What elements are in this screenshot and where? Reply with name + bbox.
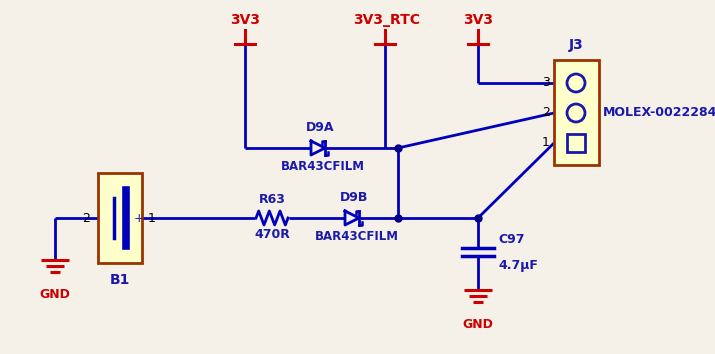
Bar [567,134,585,152]
Text: D9B: D9B [340,191,368,204]
Bar [554,60,599,165]
Text: GND: GND [39,288,71,301]
Bar [98,173,142,263]
Text: 3V3: 3V3 [353,13,383,27]
Text: MOLEX-0022284030: MOLEX-0022284030 [603,105,715,119]
Text: 3V3: 3V3 [230,13,260,27]
Text: 1: 1 [542,137,550,149]
Text: C97: C97 [498,233,525,246]
Text: 2: 2 [82,211,90,224]
Text: 3: 3 [542,76,550,90]
Text: B1: B1 [110,273,130,287]
Text: _RTC: _RTC [383,13,420,27]
Text: D9A: D9A [306,121,334,134]
Text: J3: J3 [568,38,583,52]
Text: 1: 1 [148,211,156,224]
Text: 4.7μF: 4.7μF [498,259,538,272]
Text: R63: R63 [259,193,285,206]
Text: BAR43CFILM: BAR43CFILM [281,160,365,173]
Text: +: + [134,211,144,224]
Text: 470R: 470R [254,228,290,241]
Text: BAR43CFILM: BAR43CFILM [315,230,399,243]
Text: 3V3: 3V3 [463,13,493,27]
Text: GND: GND [463,318,493,331]
Text: 2: 2 [542,107,550,120]
